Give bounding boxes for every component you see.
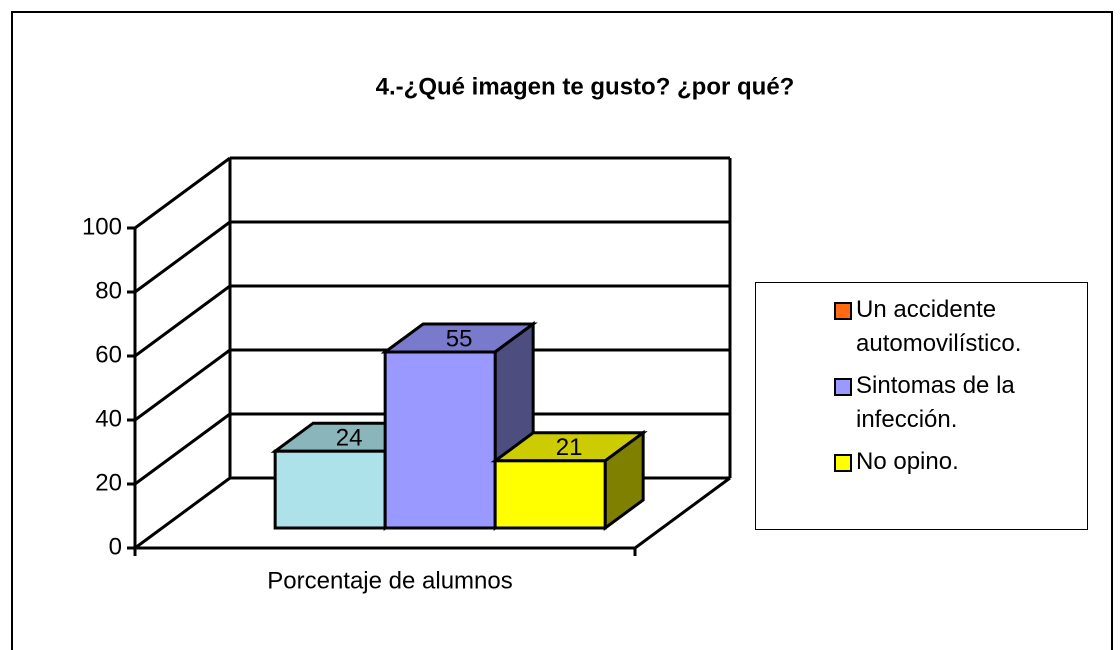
- floor-right: [634, 476, 731, 550]
- legend: Un accidente automovilístico. Sintomas de…: [755, 282, 1088, 530]
- legend-entry: No opino.: [834, 445, 1087, 479]
- data-label: 55: [446, 325, 473, 352]
- bar: [273, 449, 387, 530]
- grid-line-side: [134, 220, 231, 294]
- grid-line-side: [134, 348, 231, 422]
- chart-title: 4.-¿Qué imagen te gusto? ¿por qué?: [376, 73, 795, 100]
- x-tick-label: Porcentaje de alumnos: [267, 567, 512, 594]
- legend-label: Sintomas de la infección.: [856, 372, 1015, 433]
- legend-label: No opino.: [856, 448, 959, 475]
- legend-swatch: [834, 302, 852, 320]
- grid-line-side: [134, 412, 231, 486]
- y-tick-label: 80: [95, 277, 122, 304]
- legend-entry: Sintomas de la infección.: [834, 369, 1087, 437]
- legend-label: Un accidente automovilístico.: [856, 296, 1022, 357]
- y-tick-label: 40: [95, 405, 122, 432]
- data-label: 24: [336, 425, 363, 452]
- chart-border: [11, 11, 1113, 650]
- bar: [493, 459, 607, 530]
- grid-line-side: [134, 156, 231, 230]
- legend-swatch: [834, 454, 852, 472]
- y-tick-label: 0: [109, 533, 122, 560]
- grid-line-side: [134, 284, 231, 358]
- y-tick-label: 60: [95, 341, 122, 368]
- legend-entry: Un accidente automovilístico.: [834, 293, 1087, 361]
- y-tick-label: 20: [95, 469, 122, 496]
- y-tick-label: 100: [82, 213, 122, 240]
- bar: [383, 350, 497, 530]
- data-label: 21: [556, 434, 583, 461]
- grid-line-side: [134, 476, 231, 550]
- legend-swatch: [834, 378, 852, 396]
